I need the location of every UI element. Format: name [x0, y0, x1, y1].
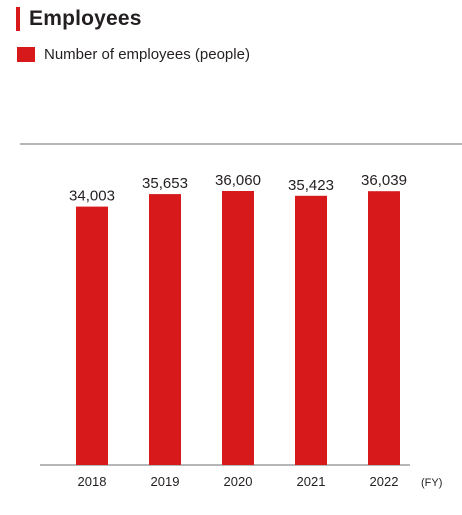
legend-label: Number of employees (people): [44, 46, 250, 63]
bar-2018: [76, 206, 108, 465]
chart-title: Employees: [16, 6, 142, 32]
data-label-2021: 35,423: [288, 177, 334, 194]
x-tick-label-2018: 2018: [78, 474, 107, 489]
data-label-2022: 36,039: [361, 172, 407, 189]
x-axis-unit-label: (FY): [421, 477, 442, 489]
x-tick-label-2019: 2019: [151, 474, 180, 489]
bar-2020: [222, 191, 254, 465]
legend: Number of employees (people): [17, 46, 250, 63]
data-label-2019: 35,653: [142, 175, 188, 192]
legend-swatch: [17, 47, 35, 62]
data-label-2020: 36,060: [215, 172, 261, 189]
title-accent-bar: [16, 7, 20, 31]
bar-2019: [149, 194, 181, 465]
x-tick-label-2021: 2021: [297, 474, 326, 489]
bar-2022: [368, 191, 400, 465]
data-label-2018: 34,003: [69, 188, 115, 205]
x-tick-label-2022: 2022: [370, 474, 399, 489]
chart-title-text: Employees: [29, 7, 142, 30]
bar-2021: [295, 195, 327, 466]
x-tick-label-2020: 2020: [224, 474, 253, 489]
